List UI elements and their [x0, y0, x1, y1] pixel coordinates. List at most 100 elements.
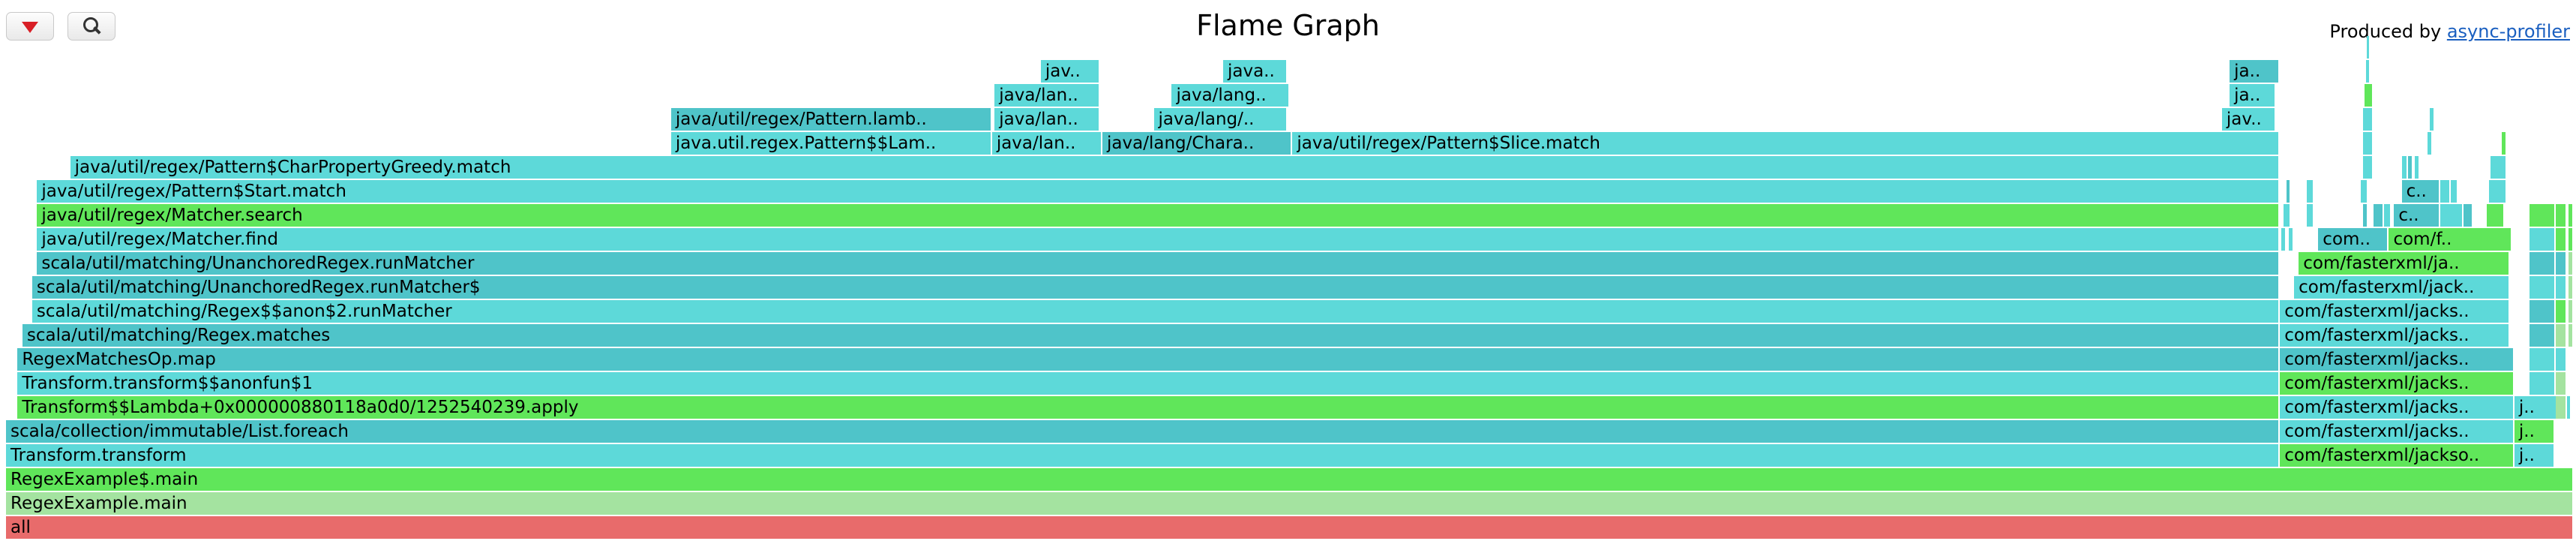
frame-java-util-regex-pattern-slice-match[interactable]: java/util/regex/Pattern$Slice.match: [1292, 132, 2281, 155]
frame-com-fasterxml-jack[interactable]: com/fasterxml/jack..: [2294, 276, 2511, 299]
frame-com-fasterxml-jacks[interactable]: com/fasterxml/jacks..: [2280, 324, 2511, 347]
frame-transform-transform-anonfun-1[interactable]: Transform.transform$$anonfun$1: [17, 372, 2281, 395]
frame-ja[interactable]: ja..: [2230, 84, 2276, 107]
frame-java-util-regex-pattern-lamb[interactable]: java/util/regex/Pattern.lamb..: [670, 108, 992, 131]
frame-scala-collection-immutable-list-foreach[interactable]: scala/collection/immutable/List.foreach: [6, 420, 2281, 443]
frame-unlabeled[interactable]: [2360, 180, 2369, 203]
frame-unlabeled[interactable]: [2401, 156, 2409, 179]
frame-com-fasterxml-jacks[interactable]: com/fasterxml/jacks..: [2280, 348, 2515, 371]
frame-unlabeled[interactable]: [2569, 324, 2574, 347]
frame-scala-util-matching-regex-matches[interactable]: scala/util/matching/Regex.matches: [22, 324, 2281, 347]
frame-jav[interactable]: jav..: [2221, 108, 2276, 131]
frame-c[interactable]: c..: [2394, 204, 2440, 227]
frame-regexexample-main[interactable]: RegexExample.main: [6, 492, 2574, 515]
frame-j[interactable]: j..: [2514, 420, 2555, 443]
frame-unlabeled[interactable]: [2556, 300, 2568, 323]
frame-unlabeled[interactable]: [2556, 372, 2568, 395]
frame-unlabeled[interactable]: [2440, 180, 2451, 203]
frame-unlabeled[interactable]: [2530, 300, 2557, 323]
frame-com-fasterxml-jacks[interactable]: com/fasterxml/jacks..: [2280, 396, 2515, 419]
frame-com-fasterxml-jacks[interactable]: com/fasterxml/jacks..: [2280, 420, 2515, 443]
frame-unlabeled[interactable]: [2427, 132, 2433, 155]
search-button[interactable]: [67, 12, 115, 41]
frame-java-lang-chara[interactable]: java/lang/Chara..: [1102, 132, 1293, 155]
frame-unlabeled[interactable]: [2530, 204, 2557, 227]
frame-com[interactable]: com..: [2318, 228, 2389, 251]
frame-java-lang[interactable]: java/lang..: [1171, 84, 1290, 107]
frame-unlabeled[interactable]: [2569, 204, 2574, 227]
frame-unlabeled[interactable]: [2486, 204, 2505, 227]
reverse-graph-button[interactable]: [6, 12, 54, 41]
frame-scala-util-matching-unanchoredregex-runmatcher[interactable]: scala/util/matching/UnanchoredRegex.runM…: [31, 276, 2281, 299]
frame-unlabeled[interactable]: [2556, 228, 2568, 251]
frame-unlabeled[interactable]: [2363, 204, 2369, 227]
frame-c[interactable]: c..: [2401, 180, 2440, 203]
frame-unlabeled[interactable]: [2365, 60, 2371, 83]
frame-unlabeled[interactable]: [2569, 276, 2574, 299]
frame-all[interactable]: all: [6, 516, 2574, 539]
frame-com-fasterxml-jacks[interactable]: com/fasterxml/jacks..: [2280, 300, 2511, 323]
frame-unlabeled[interactable]: [2502, 132, 2507, 155]
frame-unlabeled[interactable]: [2288, 228, 2294, 251]
frame-unlabeled[interactable]: [2281, 228, 2287, 251]
async-profiler-link[interactable]: async-profiler: [2446, 21, 2570, 42]
frame-unlabeled[interactable]: [2414, 156, 2420, 179]
frame-unlabeled[interactable]: [2569, 228, 2574, 251]
frame-unlabeled[interactable]: [2440, 204, 2464, 227]
frame-unlabeled[interactable]: [2556, 348, 2568, 371]
frame-unlabeled[interactable]: [2430, 108, 2436, 131]
frame-unlabeled[interactable]: [2489, 180, 2507, 203]
frame-unlabeled[interactable]: [2383, 204, 2392, 227]
frame-unlabeled[interactable]: [2408, 156, 2413, 179]
frame-com-f[interactable]: com/f..: [2389, 228, 2512, 251]
frame-unlabeled[interactable]: [2556, 324, 2568, 347]
frame-unlabeled[interactable]: [2556, 252, 2568, 275]
frame-unlabeled[interactable]: [2556, 396, 2568, 419]
frame-j[interactable]: j..: [2514, 444, 2555, 467]
frame-com-fasterxml-ja[interactable]: com/fasterxml/ja..: [2299, 252, 2511, 275]
frame-unlabeled[interactable]: [2284, 204, 2292, 227]
frame-java-lan[interactable]: java/lan..: [994, 108, 1100, 131]
frame-unlabeled[interactable]: [2450, 180, 2458, 203]
frame-java-lan[interactable]: java/lan..: [991, 132, 1103, 155]
frame-unlabeled[interactable]: [2286, 180, 2292, 203]
frame-unlabeled[interactable]: [2306, 204, 2315, 227]
frame-java-util-regex-pattern-lam[interactable]: java.util.regex.Pattern$$Lam..: [670, 132, 992, 155]
frame-java[interactable]: java..: [1222, 60, 1288, 83]
frame-unlabeled[interactable]: [2463, 204, 2474, 227]
frame-unlabeled[interactable]: [2530, 348, 2557, 371]
frame-transform-transform[interactable]: Transform.transform: [6, 444, 2281, 467]
frame-unlabeled[interactable]: [2373, 204, 2384, 227]
frame-unlabeled[interactable]: [2367, 36, 2371, 59]
frame-java-util-regex-pattern-start-match[interactable]: java/util/regex/Pattern$Start.match: [37, 180, 2281, 203]
frame-unlabeled[interactable]: [2556, 204, 2568, 227]
frame-java-lan[interactable]: java/lan..: [994, 84, 1100, 107]
frame-scala-util-matching-regex-anon-2-runmatcher[interactable]: scala/util/matching/Regex$$anon$2.runMat…: [31, 300, 2281, 323]
frame-com-fasterxml-jackso[interactable]: com/fasterxml/jackso..: [2280, 444, 2515, 467]
frame-unlabeled[interactable]: [2530, 228, 2557, 251]
frame-unlabeled[interactable]: [2364, 84, 2374, 107]
frame-scala-util-matching-unanchoredregex-runmatcher[interactable]: scala/util/matching/UnanchoredRegex.runM…: [37, 252, 2281, 275]
frame-unlabeled[interactable]: [2363, 156, 2374, 179]
frame-java-util-regex-matcher-find[interactable]: java/util/regex/Matcher.find: [37, 228, 2281, 251]
frame-unlabeled[interactable]: [2530, 252, 2557, 275]
frame-unlabeled[interactable]: [2569, 300, 2574, 323]
frame-regexmatchesop-map[interactable]: RegexMatchesOp.map: [17, 348, 2281, 371]
frame-unlabeled[interactable]: [2363, 132, 2374, 155]
frame-unlabeled[interactable]: [2530, 324, 2557, 347]
frame-java-util-regex-pattern-charpropertygreedy-match[interactable]: java/util/regex/Pattern$CharPropertyGree…: [70, 156, 2281, 179]
frame-jav[interactable]: jav..: [1040, 60, 1100, 83]
frame-unlabeled[interactable]: [2363, 108, 2374, 131]
frame-java-lang[interactable]: java/lang/..: [1153, 108, 1288, 131]
frame-transform-lambda-0x000000880118a0d0-1252540239-apply[interactable]: Transform$$Lambda+0x000000880118a0d0/125…: [17, 396, 2281, 419]
frame-unlabeled[interactable]: [2490, 156, 2507, 179]
frame-java-util-regex-matcher-search[interactable]: java/util/regex/Matcher.search: [37, 204, 2281, 227]
frame-unlabeled[interactable]: [2306, 180, 2315, 203]
frame-regexexample-main[interactable]: RegexExample$.main: [6, 468, 2574, 491]
frame-unlabeled[interactable]: [2530, 276, 2557, 299]
frame-unlabeled[interactable]: [2556, 276, 2568, 299]
frame-ja[interactable]: ja..: [2230, 60, 2281, 83]
frame-unlabeled[interactable]: [2569, 252, 2574, 275]
frame-unlabeled[interactable]: [2530, 372, 2557, 395]
frame-com-fasterxml-jacks[interactable]: com/fasterxml/jacks..: [2280, 372, 2515, 395]
